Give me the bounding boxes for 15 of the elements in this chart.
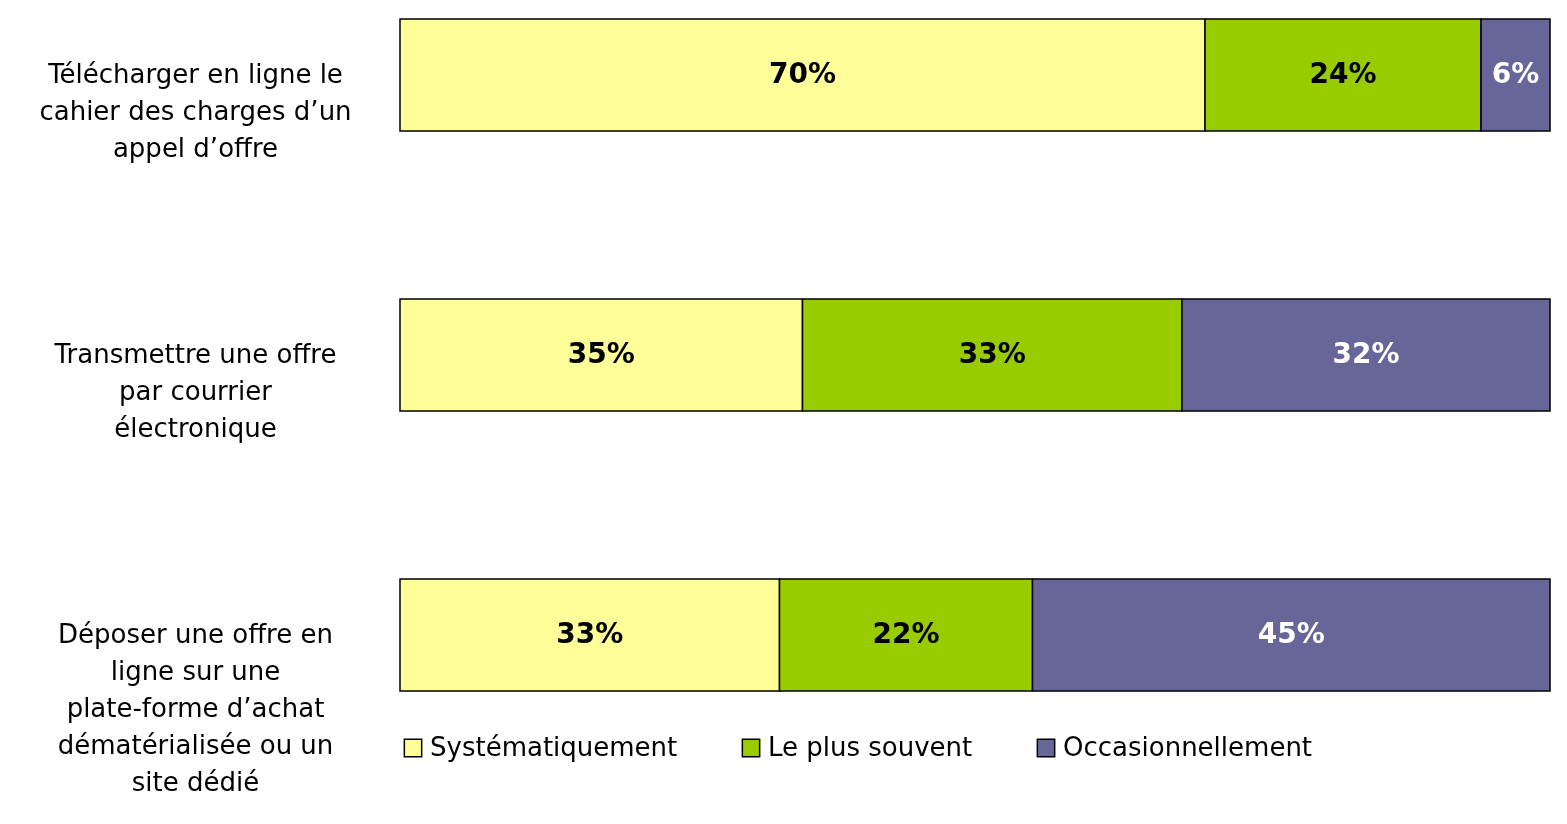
data-label: 22%	[872, 617, 940, 650]
data-label: 24%	[1309, 57, 1377, 90]
data-label: 32%	[1332, 337, 1400, 370]
data-label: 33%	[556, 617, 624, 650]
legend-label: Occasionnellement	[1063, 732, 1313, 762]
data-label: 35%	[567, 337, 635, 370]
y-tick-label: Déposer une offre en ligne sur une plate-forme d’achat dématérialisée ou un site dédié	[57, 619, 334, 797]
y-tick-label: Transmettre une offre par courrier électronique	[53, 339, 337, 443]
y-tick-label: Télécharger en ligne le cahier des charges d’un appel d’offre	[39, 59, 352, 163]
data-label: 6%	[1491, 57, 1540, 90]
legend-label: Systématiquement	[430, 732, 678, 762]
data-label: 70%	[768, 57, 837, 90]
data-label: 33%	[958, 337, 1026, 370]
data-label: 45%	[1257, 617, 1325, 650]
legend-label: Le plus souvent	[768, 732, 973, 762]
